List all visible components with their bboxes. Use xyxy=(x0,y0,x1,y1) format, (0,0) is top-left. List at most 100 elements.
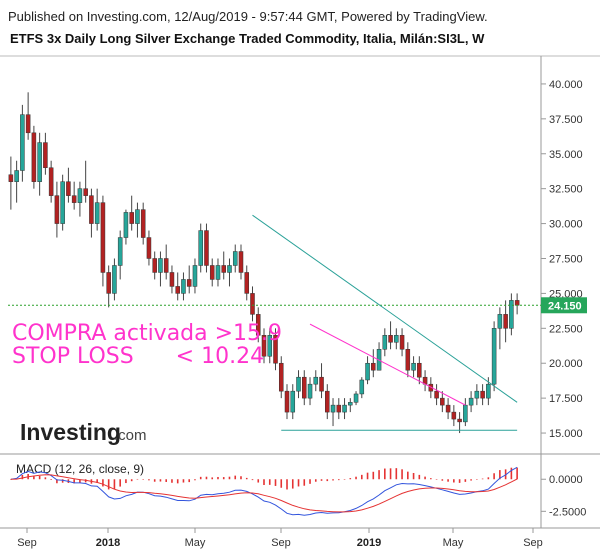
candle xyxy=(399,328,405,357)
candle-body xyxy=(509,300,514,329)
candle-body xyxy=(342,404,347,413)
macd-hist-bar xyxy=(418,474,421,480)
candle-body xyxy=(399,335,405,350)
candle xyxy=(451,405,457,427)
candle-body xyxy=(445,404,451,413)
candle xyxy=(417,356,422,385)
y-tick-label: 35.000 xyxy=(549,149,583,161)
candle xyxy=(261,328,267,364)
macd-hist-bar xyxy=(107,479,110,490)
macd-hist-bar xyxy=(309,479,311,484)
candlestick-series xyxy=(8,92,520,434)
candle xyxy=(394,328,399,350)
macd-hist-bar xyxy=(136,478,139,480)
y-tick-label: 15.000 xyxy=(549,428,583,440)
candle-body xyxy=(371,362,376,371)
candle xyxy=(388,321,393,350)
candle-body xyxy=(296,376,301,392)
macd-hist-bar xyxy=(297,479,300,487)
macd-hist-bar xyxy=(84,479,87,483)
candle xyxy=(71,181,77,210)
macd-hist-bar xyxy=(499,470,501,480)
macd-hist-bar xyxy=(188,479,191,483)
candle xyxy=(77,181,83,217)
x-tick-label: May xyxy=(443,537,464,549)
candle-body xyxy=(163,258,169,273)
candle xyxy=(20,104,25,182)
candle xyxy=(238,244,244,280)
macd-hist-bar xyxy=(470,479,472,481)
candle-body xyxy=(336,404,342,413)
macd-hist-bar xyxy=(372,471,375,480)
macd-hist-bar xyxy=(44,477,47,480)
macd-hist-bar xyxy=(430,478,432,480)
macd-hist-bar xyxy=(320,479,323,481)
candle xyxy=(60,174,65,231)
candle-body xyxy=(474,390,480,399)
macd-hist-bar xyxy=(56,479,58,484)
macd-hist-bar xyxy=(130,479,133,482)
macd-hist-bar xyxy=(234,475,237,480)
x-tick-label: May xyxy=(185,537,206,549)
candle xyxy=(232,244,238,273)
candle-body xyxy=(267,335,273,357)
x-tick-label: 2019 xyxy=(357,537,381,549)
candle-body xyxy=(54,195,60,224)
candle-body xyxy=(192,265,198,287)
candle xyxy=(434,384,439,406)
macd-hist-bar xyxy=(50,479,52,480)
candle-body xyxy=(480,390,485,399)
candle xyxy=(405,342,411,378)
candle-body xyxy=(440,397,445,406)
macd-hist-bar xyxy=(165,479,168,482)
candle-body xyxy=(181,279,186,294)
candle-body xyxy=(468,397,474,406)
macd-hist-bar xyxy=(326,479,329,482)
candle xyxy=(336,398,342,420)
candle-body xyxy=(325,390,330,413)
candle-body xyxy=(486,383,491,399)
candle-body xyxy=(37,142,42,182)
macd-hist-bar xyxy=(510,467,513,480)
candle-body xyxy=(215,265,221,280)
candle-body xyxy=(463,404,468,423)
candle xyxy=(514,293,520,315)
candle-body xyxy=(382,335,388,350)
logo-suffix: .com xyxy=(114,427,147,444)
candle-body xyxy=(250,293,255,315)
candle-body xyxy=(307,383,313,399)
candle-body xyxy=(43,142,48,168)
candle-body xyxy=(169,272,175,287)
candle xyxy=(509,293,514,336)
macd-hist-bar xyxy=(148,479,150,481)
macd-hist-bar xyxy=(435,479,438,480)
signal-line xyxy=(10,474,518,513)
macd-hist-bar xyxy=(378,470,380,480)
candle xyxy=(48,160,54,203)
macd-hist-bar xyxy=(73,479,75,484)
candle xyxy=(186,265,192,294)
candle-body xyxy=(330,404,336,413)
candle-body xyxy=(152,258,157,273)
candle xyxy=(129,195,134,231)
candle xyxy=(371,349,376,378)
macd-hist-bar xyxy=(280,479,283,488)
candle-body xyxy=(25,114,31,134)
candle xyxy=(175,272,180,301)
candle xyxy=(209,258,215,287)
macd-hist-bar xyxy=(245,477,248,480)
macd-hist-bar xyxy=(493,473,495,480)
macd-histogram xyxy=(10,467,518,490)
candle-body xyxy=(353,393,359,403)
macd-hist-bar xyxy=(360,474,363,480)
candle-body xyxy=(175,286,180,294)
macd-hist-bar xyxy=(481,478,484,480)
candle xyxy=(267,328,273,364)
candle-body xyxy=(89,195,94,224)
candle xyxy=(290,384,296,420)
macd-hist-bar xyxy=(217,476,219,480)
candle xyxy=(382,328,388,357)
macd-hist-bar xyxy=(21,474,24,480)
candle xyxy=(83,160,88,203)
